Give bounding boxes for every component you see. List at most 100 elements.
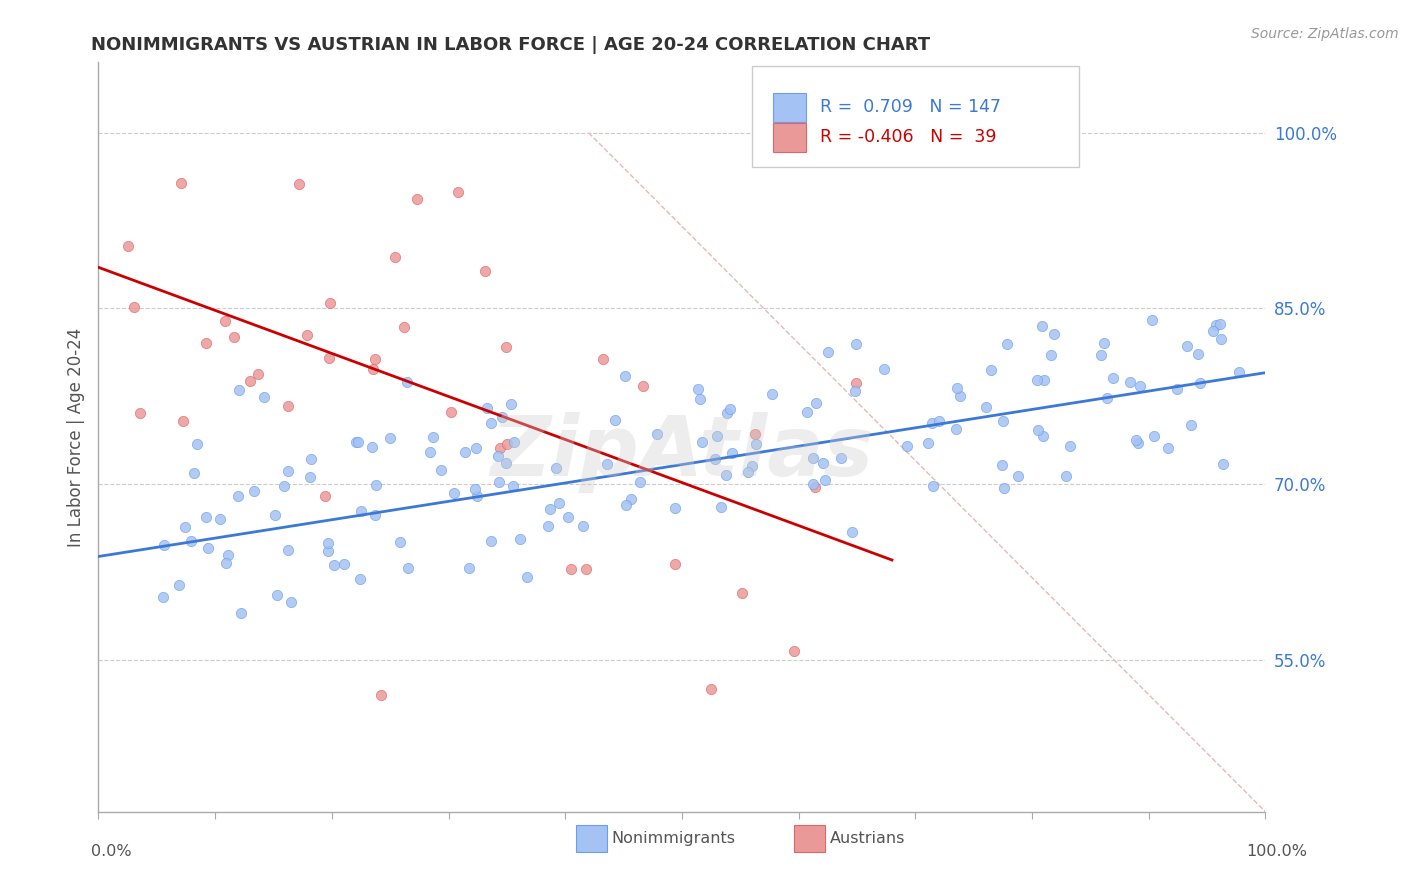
Point	[1188, 376, 1211, 390]
FancyBboxPatch shape	[752, 66, 1078, 168]
Point	[243, 484, 266, 499]
Point	[361, 361, 384, 376]
Point	[896, 439, 918, 453]
Point	[209, 512, 232, 526]
Point	[288, 177, 311, 191]
Point	[1180, 418, 1202, 433]
Point	[396, 561, 419, 575]
Point	[592, 351, 614, 366]
Point	[544, 460, 567, 475]
Point	[872, 361, 894, 376]
Point	[1166, 382, 1188, 396]
Point	[731, 586, 754, 600]
Point	[395, 375, 418, 389]
Point	[1028, 423, 1050, 437]
Point	[501, 397, 523, 411]
Point	[801, 476, 824, 491]
Point	[547, 496, 569, 510]
Point	[737, 465, 759, 479]
Point	[197, 541, 219, 555]
Point	[631, 379, 654, 393]
Point	[1157, 441, 1180, 455]
Point	[364, 351, 387, 366]
Point	[917, 435, 939, 450]
Point	[273, 479, 295, 493]
Point	[1205, 318, 1227, 333]
Point	[922, 478, 945, 492]
Point	[509, 532, 531, 546]
Point	[1209, 318, 1232, 332]
Point	[502, 479, 524, 493]
Point	[845, 337, 868, 351]
Point	[299, 452, 322, 467]
Point	[443, 485, 465, 500]
Point	[298, 470, 321, 484]
Point	[706, 429, 728, 443]
Point	[370, 688, 392, 702]
Point	[817, 344, 839, 359]
Point	[664, 558, 686, 572]
Point	[122, 300, 145, 314]
Point	[247, 367, 270, 381]
Point	[495, 436, 517, 450]
Point	[1142, 313, 1164, 327]
Point	[194, 336, 217, 351]
Point	[389, 535, 412, 549]
Point	[277, 399, 299, 413]
Point	[479, 534, 502, 549]
Point	[465, 489, 488, 503]
Text: R = -0.406   N =  39: R = -0.406 N = 39	[820, 128, 995, 146]
Point	[226, 489, 249, 503]
Point	[614, 369, 637, 384]
Point	[620, 491, 643, 506]
Point	[253, 390, 276, 404]
Point	[1101, 371, 1123, 385]
Point	[347, 435, 370, 450]
Text: R =  0.709   N = 147: R = 0.709 N = 147	[820, 98, 1001, 116]
Point	[344, 434, 367, 449]
Point	[645, 427, 668, 442]
Point	[394, 320, 416, 334]
Point	[949, 389, 972, 403]
Point	[844, 384, 866, 399]
Point	[995, 336, 1018, 351]
Point	[170, 176, 193, 190]
Point	[186, 437, 208, 451]
Point	[945, 421, 967, 435]
Point	[429, 463, 451, 477]
Point	[664, 501, 686, 516]
Point	[946, 381, 969, 395]
Point	[316, 543, 339, 558]
Point	[596, 457, 619, 471]
FancyBboxPatch shape	[773, 93, 806, 121]
Point	[980, 363, 1002, 377]
Point	[169, 577, 191, 591]
Point	[628, 475, 651, 489]
Point	[277, 543, 299, 558]
Point	[1025, 373, 1047, 387]
Point	[350, 504, 373, 518]
Point	[1119, 375, 1142, 389]
Point	[264, 508, 287, 522]
Point	[117, 239, 139, 253]
Point	[180, 533, 202, 548]
Text: 100.0%: 100.0%	[1247, 845, 1308, 859]
Point	[537, 519, 560, 533]
Point	[195, 510, 218, 524]
Point	[215, 557, 238, 571]
Text: Austrians: Austrians	[830, 831, 905, 846]
Point	[173, 520, 195, 534]
Point	[783, 644, 806, 658]
Point	[378, 431, 401, 445]
Point	[813, 456, 835, 470]
Point	[488, 475, 510, 489]
Point	[474, 264, 496, 278]
Point	[266, 588, 288, 602]
Point	[458, 561, 481, 575]
Text: 0.0%: 0.0%	[91, 845, 132, 859]
Point	[422, 430, 444, 444]
Point	[1095, 391, 1118, 405]
Point	[491, 410, 513, 425]
Point	[699, 682, 721, 697]
Point	[297, 327, 319, 342]
